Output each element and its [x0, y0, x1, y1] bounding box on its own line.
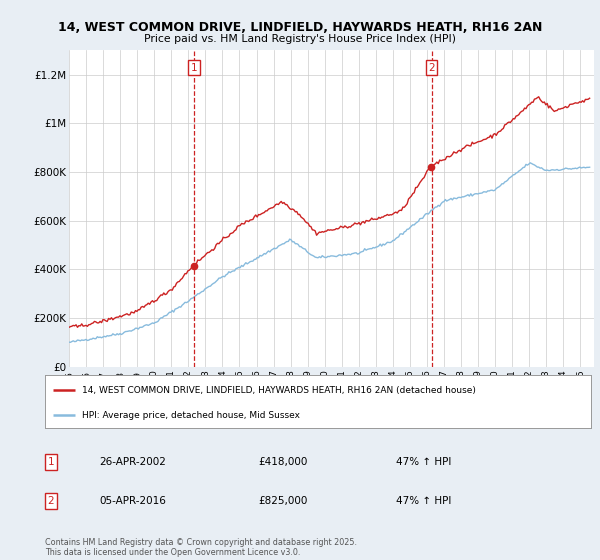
Text: HPI: Average price, detached house, Mid Sussex: HPI: Average price, detached house, Mid … [82, 410, 300, 419]
Text: 1: 1 [190, 63, 197, 73]
Text: 1: 1 [47, 457, 55, 467]
Text: £825,000: £825,000 [258, 496, 307, 506]
Text: 2: 2 [428, 63, 435, 73]
Text: Contains HM Land Registry data © Crown copyright and database right 2025.
This d: Contains HM Land Registry data © Crown c… [45, 538, 357, 557]
Text: 05-APR-2016: 05-APR-2016 [99, 496, 166, 506]
Text: 47% ↑ HPI: 47% ↑ HPI [396, 457, 451, 467]
Text: 14, WEST COMMON DRIVE, LINDFIELD, HAYWARDS HEATH, RH16 2AN: 14, WEST COMMON DRIVE, LINDFIELD, HAYWAR… [58, 21, 542, 34]
Text: Price paid vs. HM Land Registry's House Price Index (HPI): Price paid vs. HM Land Registry's House … [144, 34, 456, 44]
Text: 2: 2 [47, 496, 55, 506]
Text: 14, WEST COMMON DRIVE, LINDFIELD, HAYWARDS HEATH, RH16 2AN (detached house): 14, WEST COMMON DRIVE, LINDFIELD, HAYWAR… [82, 386, 476, 395]
Text: £418,000: £418,000 [258, 457, 307, 467]
Text: 26-APR-2002: 26-APR-2002 [99, 457, 166, 467]
Text: 47% ↑ HPI: 47% ↑ HPI [396, 496, 451, 506]
